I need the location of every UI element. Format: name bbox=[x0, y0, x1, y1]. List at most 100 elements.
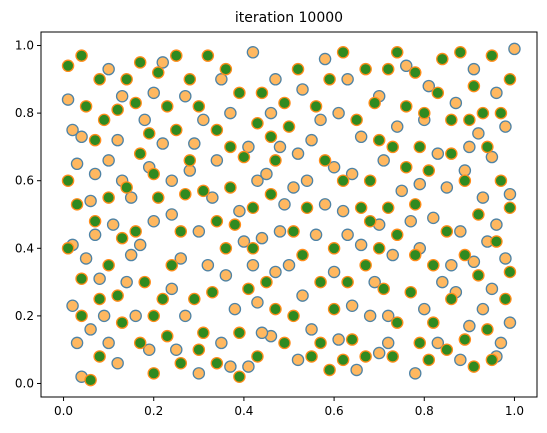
green-point-5 bbox=[120, 73, 133, 86]
orange-point-38 bbox=[170, 343, 183, 356]
x-tick-label-3: 0.6 bbox=[325, 404, 344, 418]
green-point-86 bbox=[458, 333, 472, 346]
green-point-125 bbox=[224, 140, 237, 154]
green-point-98 bbox=[305, 350, 318, 363]
green-point-14 bbox=[70, 198, 84, 211]
green-point-16 bbox=[61, 242, 75, 255]
x-tick-label-5: 1.0 bbox=[505, 404, 524, 418]
x-tick-label-2: 0.4 bbox=[234, 404, 253, 418]
green-point-79 bbox=[503, 201, 517, 214]
green-point-83 bbox=[445, 292, 458, 306]
green-point-24 bbox=[115, 316, 129, 329]
orange-point-136 bbox=[305, 133, 318, 147]
green-point-85 bbox=[440, 343, 454, 356]
green-point-67 bbox=[399, 160, 413, 174]
green-point-57 bbox=[436, 52, 449, 66]
orange-point-50 bbox=[269, 73, 282, 86]
orange-point-124 bbox=[124, 248, 138, 262]
green-point-128 bbox=[350, 113, 363, 127]
orange-point-112 bbox=[499, 120, 512, 133]
chart-title: iteration 10000 bbox=[235, 10, 343, 26]
orange-point-95 bbox=[427, 211, 440, 225]
orange-point-132 bbox=[255, 326, 269, 340]
orange-point-116 bbox=[499, 252, 512, 265]
orange-point-4 bbox=[88, 167, 102, 181]
green-point-129 bbox=[372, 133, 386, 147]
orange-point-27 bbox=[115, 89, 129, 103]
green-point-37 bbox=[210, 356, 224, 370]
orange-point-45 bbox=[251, 174, 264, 187]
green-point-146 bbox=[485, 353, 499, 367]
orange-point-26 bbox=[138, 113, 151, 127]
green-point-29 bbox=[174, 225, 188, 238]
orange-point-69 bbox=[296, 83, 309, 96]
orange-point-87 bbox=[377, 154, 390, 167]
green-point-140 bbox=[359, 350, 372, 363]
green-point-51 bbox=[336, 46, 350, 59]
green-point-135 bbox=[427, 258, 440, 272]
orange-point-106 bbox=[476, 191, 490, 204]
green-point-101 bbox=[269, 302, 282, 316]
green-point-43 bbox=[233, 86, 246, 100]
y-tick-label-1: 0.2 bbox=[15, 309, 34, 323]
orange-point-86 bbox=[395, 184, 408, 198]
green-point-76 bbox=[458, 174, 472, 187]
green-point-96 bbox=[314, 336, 327, 350]
orange-point-101 bbox=[454, 353, 467, 367]
orange-point-2 bbox=[75, 130, 88, 144]
green-point-71 bbox=[372, 242, 386, 255]
green-point-131 bbox=[418, 106, 431, 120]
orange-point-123 bbox=[88, 228, 102, 242]
green-point-80 bbox=[490, 235, 503, 248]
green-point-74 bbox=[422, 164, 436, 177]
orange-point-42 bbox=[219, 269, 233, 282]
orange-point-83 bbox=[368, 275, 381, 289]
orange-point-118 bbox=[503, 316, 517, 329]
orange-point-135 bbox=[287, 181, 300, 194]
orange-point-117 bbox=[485, 282, 499, 296]
x-tick-label-4: 0.8 bbox=[415, 404, 434, 418]
orange-point-19 bbox=[120, 275, 133, 289]
green-point-115 bbox=[251, 350, 264, 363]
orange-point-7 bbox=[84, 194, 97, 208]
orange-point-22 bbox=[124, 191, 138, 204]
y-axis: 0.0 0.2 0.4 0.6 0.8 1.0 bbox=[15, 39, 41, 390]
green-point-81 bbox=[472, 269, 485, 282]
green-point-28 bbox=[188, 292, 201, 306]
green-point-144 bbox=[422, 353, 436, 367]
green-point-12 bbox=[120, 181, 133, 194]
green-point-154 bbox=[147, 167, 160, 181]
green-point-54 bbox=[381, 62, 395, 76]
orange-point-21 bbox=[147, 215, 160, 228]
orange-point-59 bbox=[242, 360, 255, 373]
orange-point-39 bbox=[192, 367, 206, 380]
orange-point-109 bbox=[449, 96, 463, 110]
green-point-132 bbox=[445, 147, 458, 160]
orange-point-62 bbox=[296, 289, 309, 302]
orange-point-0 bbox=[61, 93, 75, 106]
orange-point-33 bbox=[206, 191, 219, 204]
orange-point-51 bbox=[264, 106, 278, 120]
orange-point-11 bbox=[93, 272, 106, 285]
green-point-64 bbox=[445, 113, 458, 127]
green-point-78 bbox=[494, 174, 508, 187]
orange-point-52 bbox=[273, 140, 287, 154]
orange-point-138 bbox=[341, 228, 354, 242]
orange-point-88 bbox=[390, 120, 404, 133]
green-point-118 bbox=[174, 356, 188, 370]
orange-point-47 bbox=[224, 106, 237, 120]
orange-point-61 bbox=[305, 323, 318, 336]
orange-point-108 bbox=[472, 127, 485, 140]
green-point-31 bbox=[183, 154, 197, 167]
orange-point-56 bbox=[269, 265, 282, 279]
orange-point-97 bbox=[436, 275, 449, 289]
green-point-123 bbox=[192, 100, 206, 113]
orange-point-133 bbox=[246, 258, 260, 272]
orange-point-140 bbox=[381, 336, 395, 350]
green-point-97 bbox=[323, 363, 336, 377]
green-point-46 bbox=[255, 86, 269, 100]
green-point-15 bbox=[88, 215, 102, 228]
green-point-35 bbox=[206, 285, 219, 299]
green-point-40 bbox=[224, 181, 237, 194]
green-point-65 bbox=[431, 86, 445, 100]
